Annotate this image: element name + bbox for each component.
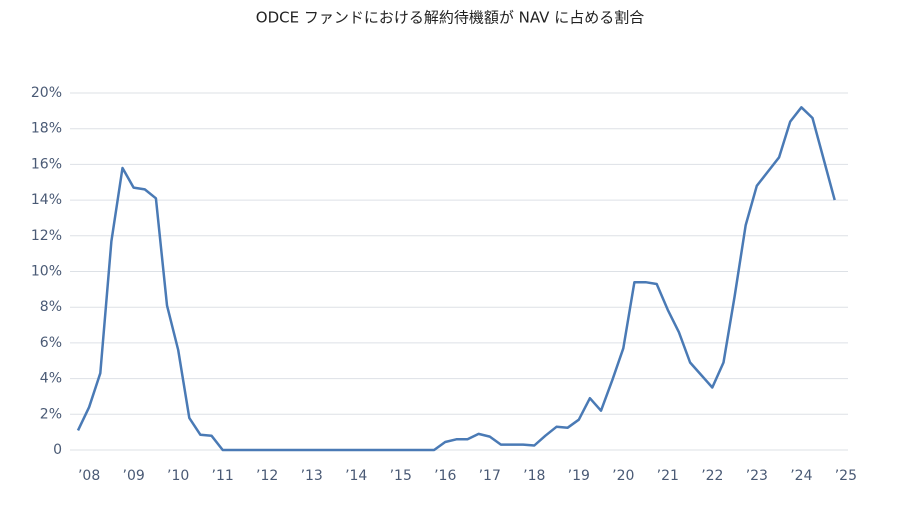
x-tick-label: ’21 xyxy=(657,468,679,484)
x-tick-label: ’23 xyxy=(746,468,768,484)
x-tick-label: ’10 xyxy=(167,468,189,484)
x-tick-label: ’25 xyxy=(835,468,857,484)
y-tick-label: 10% xyxy=(31,264,62,280)
y-tick-label: 12% xyxy=(31,228,62,244)
chart-title: ODCE ファンドにおける解約待機額が NAV に占める割合 xyxy=(256,9,644,27)
x-tick-label: ’13 xyxy=(301,468,323,484)
x-tick-label: ’15 xyxy=(390,468,412,484)
y-tick-label: 18% xyxy=(31,121,62,137)
x-tick-label: ’24 xyxy=(790,468,812,484)
y-tick-label: 4% xyxy=(40,371,62,387)
x-tick-label: ’22 xyxy=(701,468,723,484)
y-tick-label: 14% xyxy=(31,192,62,208)
x-tick-label: ’17 xyxy=(479,468,501,484)
y-tick-label: 16% xyxy=(31,156,62,172)
x-tick-label: ’11 xyxy=(212,468,234,484)
data-line xyxy=(76,106,836,452)
y-tick-label: 8% xyxy=(40,299,62,315)
x-tick-label: ’09 xyxy=(123,468,145,484)
x-tick-label: ’19 xyxy=(568,468,590,484)
x-tick-label: ’18 xyxy=(523,468,545,484)
y-tick-label: 6% xyxy=(40,335,62,351)
y-tick-label: 0 xyxy=(53,442,62,458)
x-tick-label: ’16 xyxy=(434,468,456,484)
x-tick-label: ’20 xyxy=(612,468,634,484)
x-tick-label: ’14 xyxy=(345,468,367,484)
y-tick-label: 2% xyxy=(40,406,62,422)
y-tick-label: 20% xyxy=(31,85,62,101)
x-tick-label: ’08 xyxy=(78,468,100,484)
x-tick-label: ’12 xyxy=(256,468,278,484)
